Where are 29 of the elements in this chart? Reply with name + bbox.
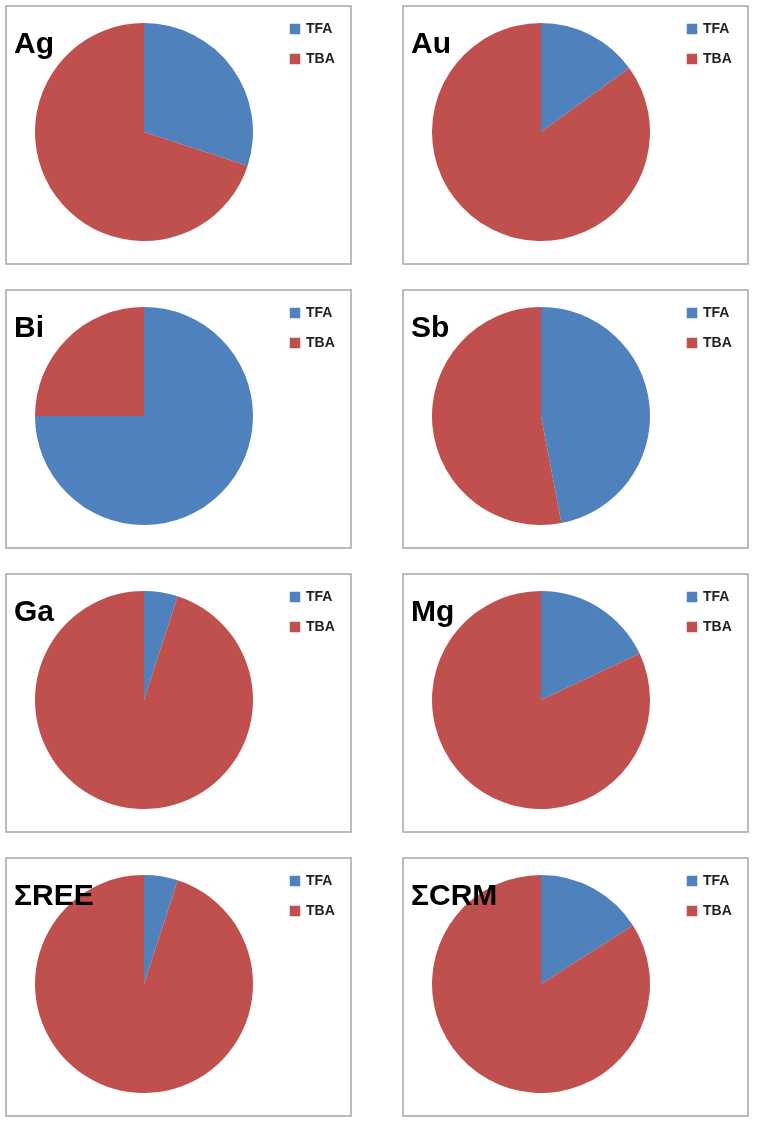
legend-label: TBA (703, 902, 732, 918)
legend-label: TFA (306, 20, 333, 36)
chart-title: Au (411, 26, 451, 59)
legend-label: TFA (306, 872, 333, 888)
pie-slice (541, 23, 630, 132)
legend-label: TBA (703, 50, 732, 66)
chart-title: Ga (14, 594, 55, 627)
chart-title: Mg (411, 594, 455, 627)
legend-label: TFA (703, 304, 730, 320)
legend-label: TFA (703, 588, 730, 604)
chart-title: Bi (14, 310, 44, 343)
pie-slice (541, 307, 650, 524)
pie-slice (144, 23, 253, 166)
chart-title: Ag (14, 26, 54, 59)
legend-label: TBA (703, 334, 732, 350)
legend-label: TFA (703, 20, 730, 36)
legend-label: TFA (306, 304, 333, 320)
legend-label: TBA (306, 902, 335, 918)
legend-label: TFA (703, 872, 730, 888)
legend-label: TBA (306, 618, 335, 634)
pie-slice (541, 591, 640, 700)
legend-label: TBA (703, 618, 732, 634)
legend-label: TBA (306, 334, 335, 350)
pie-slice (541, 875, 634, 984)
chart-title: Sb (411, 310, 450, 343)
legend-label: TFA (306, 588, 333, 604)
pie-slice (144, 875, 178, 984)
pie-slice (144, 591, 178, 700)
legend-label: TBA (306, 50, 335, 66)
